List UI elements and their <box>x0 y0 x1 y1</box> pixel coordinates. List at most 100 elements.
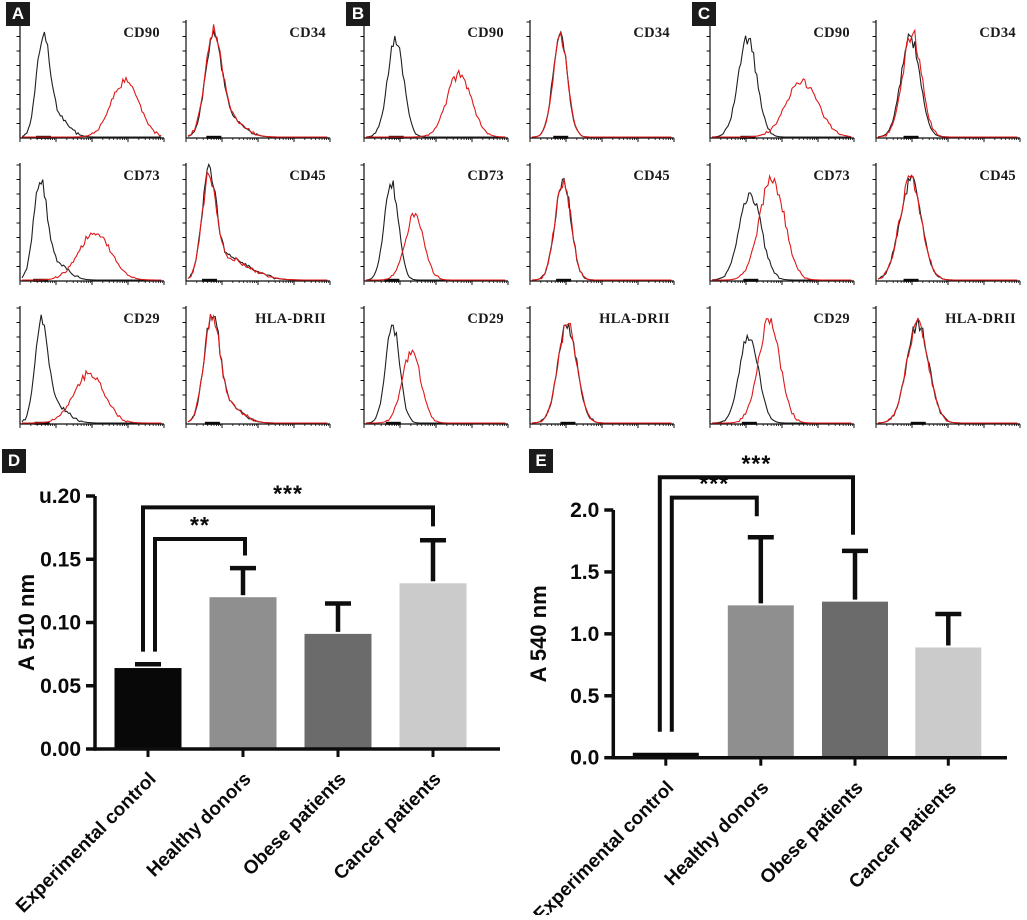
baseline-blob <box>903 135 919 139</box>
y-tick-label: 0.0 <box>570 747 599 770</box>
flow-histogram <box>16 163 165 285</box>
marker-stain-curve <box>877 317 1018 424</box>
isotype-control-curve <box>877 174 1018 281</box>
flow-histogram <box>360 163 509 285</box>
isotype-control-curve <box>21 31 162 138</box>
baseline-blob <box>202 278 218 282</box>
flow-histogram <box>182 20 331 142</box>
histogram-cd29-a: CD29 <box>10 302 168 443</box>
y-axis-title: A 540 nm <box>526 585 551 682</box>
isotype-control-curve <box>877 317 1018 424</box>
panel-e-label: E <box>529 449 553 473</box>
marker-label: CD29 <box>467 311 504 327</box>
panel-d-label: D <box>2 449 26 473</box>
isotype-control-curve <box>187 313 328 424</box>
marker-stain-curve <box>366 69 506 138</box>
flow-histogram <box>182 306 331 428</box>
isotype-control-curve <box>365 35 506 138</box>
histogram-hladrii-b: HLA-DRII <box>520 302 678 443</box>
marker-label: HLA-DRII <box>255 311 326 327</box>
flow-histogram <box>872 306 1021 428</box>
histogram-grid-a: CD90 CD34 CD73 CD45 CD29 HLA-DRII <box>10 16 334 443</box>
flow-histogram <box>706 20 855 142</box>
marker-label: HLA-DRII <box>599 311 670 327</box>
histogram-cd45-a: CD45 <box>176 159 334 300</box>
baseline-blob <box>743 278 759 282</box>
marker-stain-curve <box>22 369 162 424</box>
marker-stain-curve <box>712 78 852 138</box>
marker-label: CD73 <box>467 168 504 184</box>
significance-stars: *** <box>741 450 771 476</box>
bar-3 <box>399 583 467 749</box>
panel-c-label: C <box>692 2 716 26</box>
marker-label: HLA-DRII <box>945 311 1016 327</box>
baseline-blob <box>385 421 401 425</box>
baseline-blob <box>741 421 757 425</box>
bar-2 <box>304 633 372 749</box>
flow-histogram <box>360 20 509 142</box>
baseline-blob <box>206 135 222 139</box>
baseline-blob <box>903 278 919 282</box>
y-tick-label: 1.5 <box>570 561 600 584</box>
significance-bracket <box>669 495 759 732</box>
baseline-blob <box>553 135 569 139</box>
marker-stain-curve <box>532 322 672 424</box>
marker-label: CD73 <box>123 168 160 184</box>
flow-histogram <box>872 163 1021 285</box>
histogram-cd73-c: CD73 <box>700 159 858 300</box>
histogram-cd73-b: CD73 <box>354 159 512 300</box>
flow-histogram <box>526 163 675 285</box>
panel-a-label: A <box>6 2 30 26</box>
marker-stain-curve <box>712 318 852 424</box>
histogram-hladrii-c: HLA-DRII <box>866 302 1024 443</box>
bar-1 <box>727 605 794 758</box>
y-axis-title: A 510 nm <box>14 574 39 671</box>
bar-0 <box>632 752 699 758</box>
marker-stain-curve <box>531 178 672 281</box>
isotype-control-curve <box>366 324 506 424</box>
y-tick-label: 0.00 <box>40 738 81 761</box>
bar-chart-d-svg: 0.00 0.05 0.10 0.15 u.20 A 510 nm Experimental… <box>12 480 500 917</box>
bar-chart-e: 0.0 0.5 1.0 1.5 2.0 A 540 nm Experimental cont… <box>512 445 1027 920</box>
panel-b-label: B <box>346 2 370 26</box>
y-tick-label: u.20 <box>39 485 81 508</box>
marker-label: CD73 <box>813 168 850 184</box>
histogram-cd45-b: CD45 <box>520 159 678 300</box>
marker-label: CD90 <box>813 25 850 41</box>
marker-stain-curve <box>531 32 672 138</box>
flow-histogram <box>526 20 675 142</box>
marker-label: CD45 <box>979 168 1016 184</box>
marker-stain-curve <box>187 170 328 281</box>
y-tick-label: 0.10 <box>40 612 81 635</box>
bar-3 <box>915 647 982 758</box>
flow-histogram <box>360 306 509 428</box>
x-category-label: Obese patients <box>239 769 350 880</box>
bar-chart-d: 0.00 0.05 0.10 0.15 u.20 A 510 nm Experimental… <box>0 445 515 917</box>
marker-stain-curve <box>187 24 328 138</box>
baseline-blob <box>34 421 50 425</box>
flow-cytometry-panel-a: CD90 CD34 CD73 CD45 CD29 HLA-DRII <box>0 0 337 447</box>
marker-label: CD90 <box>467 25 504 41</box>
isotype-control-curve <box>21 179 162 281</box>
marker-label: CD45 <box>633 168 670 184</box>
y-tick-label: 2.0 <box>570 499 599 522</box>
bar-1 <box>209 597 277 749</box>
isotype-control-curve <box>877 33 1018 138</box>
isotype-control-curve <box>712 35 852 138</box>
marker-label: CD29 <box>123 311 160 327</box>
marker-stain-curve <box>877 28 1018 138</box>
histogram-cd34-b: CD34 <box>520 16 678 157</box>
histogram-cd34-a: CD34 <box>176 16 334 157</box>
histogram-cd34-c: CD34 <box>866 16 1024 157</box>
marker-stain-curve <box>187 313 328 424</box>
x-category-label: Experimental control <box>12 769 160 915</box>
baseline-blob <box>556 278 572 282</box>
flow-histogram <box>706 163 855 285</box>
marker-stain-curve <box>712 173 852 281</box>
marker-stain-curve <box>877 174 1018 281</box>
marker-label: CD34 <box>633 25 670 41</box>
significance-stars: *** <box>273 480 303 506</box>
isotype-control-curve <box>21 314 162 424</box>
marker-stain-curve <box>366 212 506 281</box>
flow-cytometry-panel-b: CD90 CD34 CD73 CD45 CD29 HLA-DRII <box>344 0 681 447</box>
